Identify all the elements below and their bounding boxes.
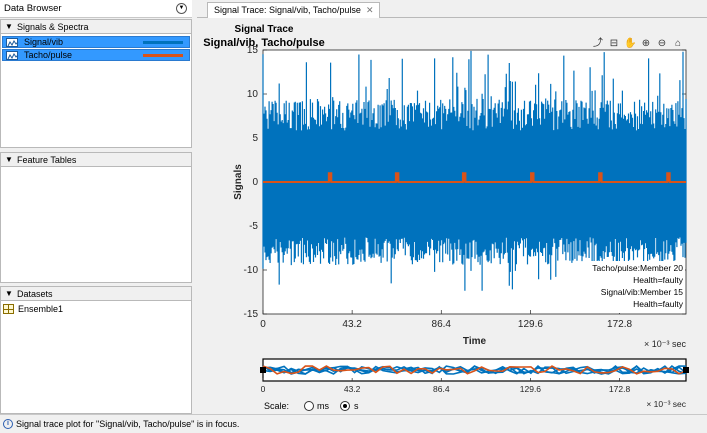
data-browser-header: Data Browser ▼ bbox=[0, 0, 192, 18]
tacho-pulse-mark bbox=[328, 173, 332, 182]
collapse-arrow-icon[interactable]: ▼ bbox=[5, 289, 13, 298]
panner-trace bbox=[262, 365, 687, 375]
radio-s[interactable] bbox=[340, 401, 350, 411]
signal-name: Signal/vib bbox=[24, 37, 64, 47]
tacho-pulse-mark bbox=[667, 173, 670, 182]
section-label: Signals & Spectra bbox=[17, 22, 89, 32]
datatip-icon[interactable]: ⊟ bbox=[609, 38, 619, 49]
y-tick-label: -15 bbox=[244, 309, 259, 320]
collapse-arrow-icon[interactable]: ▼ bbox=[5, 155, 13, 164]
export-icon[interactable]: ⤴ bbox=[593, 38, 603, 49]
x-tick-label: 43.2 bbox=[342, 319, 362, 330]
y-axis-label: Signals bbox=[233, 164, 244, 200]
radio-ms-label: ms bbox=[317, 401, 329, 411]
tab-divider bbox=[197, 17, 707, 18]
legend-entry: Health=faulty bbox=[633, 299, 684, 309]
y-tick-label: 5 bbox=[252, 133, 258, 144]
data-browser-title: Data Browser bbox=[4, 3, 62, 14]
table-icon bbox=[3, 304, 14, 314]
tab-signal-trace[interactable]: Signal Trace: Signal/vib, Tacho/pulse ✕ bbox=[207, 2, 381, 18]
zoom-out-icon[interactable]: ⊖ bbox=[657, 38, 667, 49]
signal-icon bbox=[6, 38, 19, 47]
y-tick-label: 15 bbox=[247, 45, 259, 56]
zoom-in-icon[interactable]: ⊕ bbox=[641, 38, 651, 49]
panner-tick-label: 129.6 bbox=[520, 384, 542, 394]
x-tick-label: 129.6 bbox=[518, 319, 543, 330]
signals-list: Signal/vib Tacho/pulse bbox=[0, 34, 192, 148]
panner-exponent-label: × 10⁻³ sec bbox=[646, 399, 686, 409]
panel-menu-icon[interactable]: ▼ bbox=[176, 3, 187, 14]
x-tick-label: 86.4 bbox=[432, 319, 452, 330]
panner-trace bbox=[262, 365, 687, 375]
line-color-swatch bbox=[143, 41, 183, 44]
data-browser-panel: Data Browser ▼ ▼ Signals & Spectra Signa… bbox=[0, 0, 192, 414]
section-header-feature-tables[interactable]: ▼ Feature Tables bbox=[0, 152, 192, 167]
datasets-list: Ensemble1 bbox=[0, 301, 192, 414]
dataset-name: Ensemble1 bbox=[18, 304, 64, 314]
section-label: Datasets bbox=[17, 289, 53, 299]
section-header-signals[interactable]: ▼ Signals & Spectra bbox=[0, 19, 192, 34]
series-tacho-pulse bbox=[263, 172, 686, 183]
panner-right-handle bbox=[683, 367, 689, 373]
panner-tick-label: 86.4 bbox=[433, 384, 450, 394]
axes-toolbar: ⤴ ⊟ ✋ ⊕ ⊖ ⌂ bbox=[592, 38, 690, 50]
line-color-swatch bbox=[143, 54, 183, 57]
y-tick-label: 10 bbox=[247, 89, 259, 100]
signal-name: Tacho/pulse bbox=[24, 50, 73, 60]
legend-entry: Signal/vib:Member 15 bbox=[601, 287, 683, 297]
x-exponent-label: × 10⁻³ sec bbox=[644, 339, 687, 349]
home-icon[interactable]: ⌂ bbox=[674, 38, 682, 49]
legend-entry: Tacho/pulse:Member 20 bbox=[592, 263, 683, 273]
panner-tick-label: 172.8 bbox=[609, 384, 631, 394]
radio-s-label: s bbox=[354, 401, 359, 411]
y-tick-label: -10 bbox=[244, 265, 259, 276]
y-tick-label: 0 bbox=[252, 177, 258, 188]
tacho-pulse-mark bbox=[462, 173, 466, 182]
tacho-pulse-mark bbox=[395, 173, 399, 182]
feature-tables-list bbox=[0, 167, 192, 283]
list-item-tacho-pulse[interactable]: Tacho/pulse bbox=[2, 49, 190, 61]
plot-title: Signal Trace bbox=[234, 24, 294, 35]
tacho-pulse-mark bbox=[599, 173, 602, 182]
info-icon: i bbox=[3, 419, 13, 429]
panner-axes[interactable]: 0 43.2 86.4 129.6 172.8 × 10⁻³ sec bbox=[260, 358, 689, 409]
list-item-signal-vib[interactable]: Signal/vib bbox=[2, 36, 190, 48]
panner-left-handle bbox=[260, 367, 266, 373]
section-label: Feature Tables bbox=[17, 155, 77, 165]
collapse-arrow-icon[interactable]: ▼ bbox=[5, 22, 13, 31]
status-bar: i Signal trace plot for "Signal/vib, Tac… bbox=[0, 414, 707, 433]
legend-box bbox=[589, 261, 685, 313]
pan-icon[interactable]: ✋ bbox=[624, 38, 637, 49]
panner-tick-label: 0 bbox=[261, 384, 266, 394]
y-tick-label: -5 bbox=[249, 221, 258, 232]
tacho-pulse-mark bbox=[531, 173, 534, 182]
panner-tick-label: 43.2 bbox=[344, 384, 361, 394]
plot-subtitle: Signal/vib, Tacho/pulse bbox=[203, 37, 325, 49]
tab-label: Signal Trace: Signal/vib, Tacho/pulse bbox=[214, 5, 361, 15]
x-tick-label: 0 bbox=[260, 319, 266, 330]
legend-entry: Health=faulty bbox=[633, 275, 684, 285]
section-header-datasets[interactable]: ▼ Datasets bbox=[0, 286, 192, 301]
x-axis-label: Time bbox=[463, 336, 487, 347]
signal-icon bbox=[6, 51, 19, 60]
x-tick-label: 172.8 bbox=[607, 319, 632, 330]
radio-ms[interactable] bbox=[304, 401, 314, 411]
close-icon[interactable]: ✕ bbox=[365, 5, 374, 15]
scale-label: Scale: bbox=[264, 401, 290, 411]
status-text: Signal trace plot for "Signal/vib, Tacho… bbox=[16, 419, 240, 429]
